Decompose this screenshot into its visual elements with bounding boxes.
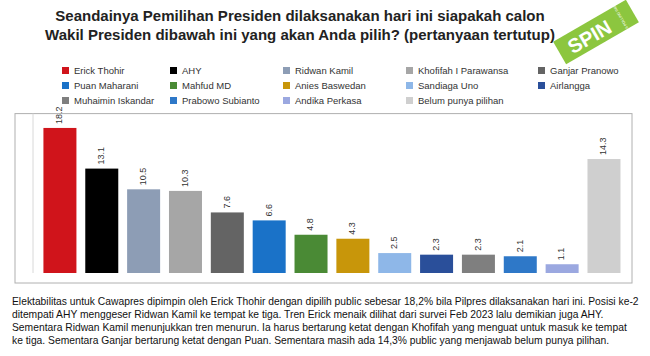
legend-swatch <box>283 82 290 89</box>
data-label: 2.3 <box>431 238 441 251</box>
data-label: 2.5 <box>389 237 399 250</box>
legend-swatch <box>406 97 413 104</box>
logo: SPINSURVEI & POLLING INDONESIA <box>546 0 646 76</box>
legend-swatch <box>62 82 69 89</box>
legend-label: Prabowo Subianto <box>182 95 260 106</box>
legend-entry: Andika Perkasa <box>283 95 362 106</box>
legend-swatch <box>170 97 177 104</box>
legend-entry: Prabowo Subianto <box>170 95 260 106</box>
data-label: 7.6 <box>222 196 232 209</box>
data-label: 10.3 <box>180 169 190 187</box>
data-label: 13.1 <box>96 147 106 165</box>
data-label: 2.3 <box>473 238 483 251</box>
legend-label: Airlangga <box>550 80 591 91</box>
legend-swatch <box>406 82 413 89</box>
bar <box>127 189 160 273</box>
legend-entry: Ganjar Pranowo <box>538 65 619 76</box>
legend-entry: Puan Maharani <box>62 80 138 91</box>
legend-label: Sandiaga Uno <box>418 80 478 91</box>
bar <box>587 159 620 273</box>
data-label: 14.3 <box>598 137 608 155</box>
bar <box>253 220 286 273</box>
legend-entry: Muhaimin Iskandar <box>62 95 154 106</box>
data-label: 4.3 <box>347 222 357 235</box>
legend-entry: Khofifah I Parawansa <box>406 65 509 76</box>
legend-label: Belum punya pilihan <box>418 95 504 106</box>
legend-label: Andika Perkasa <box>295 95 362 106</box>
legend-label: Ganjar Pranowo <box>550 65 619 76</box>
legend-label: Muhaimin Iskandar <box>74 95 154 106</box>
legend-label: Anies Baswedan <box>295 80 366 91</box>
data-label: 4.8 <box>305 218 315 231</box>
chart: SPINSURVEI & POLLING INDONESIA Erick Thoh… <box>0 0 650 356</box>
legend-entry: Anies Baswedan <box>283 80 366 91</box>
logo-text: SPIN <box>564 16 615 58</box>
legend-label: Puan Maharani <box>74 80 138 91</box>
y-axis-line <box>33 114 34 273</box>
bar <box>169 191 202 273</box>
logo-subtitle: SURVEI & POLLING INDONESIA <box>606 0 637 42</box>
legend-label: Erick Thohir <box>74 65 125 76</box>
bar <box>378 253 411 273</box>
bar <box>295 235 328 273</box>
plot-frame <box>15 114 632 283</box>
legend-label: Mahfud MD <box>182 80 231 91</box>
legend-swatch <box>62 97 69 104</box>
legend-label: Khofifah I Parawansa <box>418 65 509 76</box>
data-label: 1.1 <box>557 248 567 261</box>
legend-swatch <box>62 67 69 74</box>
legend-label: AHY <box>182 65 202 76</box>
legend-entry: Erick Thohir <box>62 65 125 76</box>
data-label: 2.1 <box>515 240 525 253</box>
legend-swatch <box>538 67 545 74</box>
legend-entry: AHY <box>170 65 202 76</box>
title: Seandainya Pemilihan Presiden dilaksanak… <box>40 6 560 44</box>
bar <box>420 255 453 273</box>
legend-entry: Ridwan Kamil <box>283 65 353 76</box>
legend-swatch <box>170 67 177 74</box>
legend-entry: Airlangga <box>538 80 591 91</box>
bar <box>43 128 76 273</box>
legend-swatch <box>170 82 177 89</box>
legend-swatch <box>283 67 290 74</box>
legend-entry: Sandiaga Uno <box>406 80 478 91</box>
bar <box>546 264 579 273</box>
bars <box>43 128 620 273</box>
legend-swatch <box>538 82 545 89</box>
data-label: 10.5 <box>138 168 148 186</box>
bar <box>211 212 244 273</box>
data-labels: 18.2 13.1 10.5 10.3 7.6 6.6 4.8 4.3 2.5 2.3 2.3 2.1… <box>54 106 608 260</box>
logo-box <box>553 0 639 64</box>
data-label: 6.6 <box>264 204 274 217</box>
legend-entry: Mahfud MD <box>170 80 231 91</box>
legend-entry: Belum punya pilihan <box>406 95 504 106</box>
legend-swatch <box>406 67 413 74</box>
annotation: Elektabilitas untuk Cawapres dipimpin ol… <box>12 295 640 347</box>
bar <box>85 169 118 273</box>
bar <box>504 256 537 273</box>
data-label: 18.2 <box>54 106 64 124</box>
legend-label: Ridwan Kamil <box>295 65 353 76</box>
bar <box>336 239 369 273</box>
legend-swatch <box>283 97 290 104</box>
bar <box>462 255 495 273</box>
